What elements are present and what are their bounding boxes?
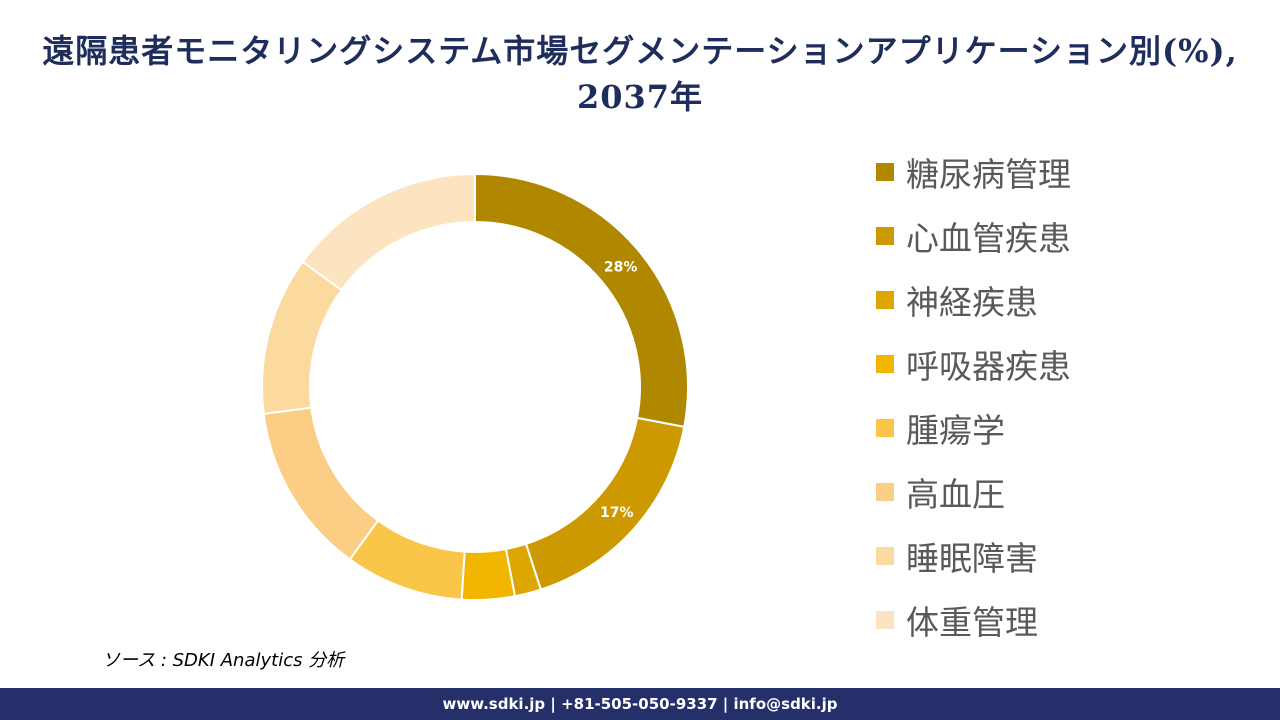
donut-slice-6	[262, 406, 380, 561]
legend-label-6: 高血圧	[906, 475, 1005, 514]
legend-item-8: 体重管理	[876, 588, 1256, 652]
legend-swatch-5	[876, 419, 894, 437]
legend-item-6: 高血圧	[876, 460, 1256, 524]
legend-item-4: 呼吸器疾患	[876, 332, 1256, 396]
legend-swatch-7	[876, 547, 894, 565]
legend-label-4: 呼吸器疾患	[906, 347, 1071, 386]
donut-slice-4	[460, 547, 517, 601]
legend-label-2: 心血管疾患	[906, 219, 1071, 258]
legend-label-7: 睡眠障害	[906, 539, 1038, 578]
legend-swatch-1	[876, 163, 894, 181]
slice-data-label-2: 17%	[600, 505, 634, 521]
donut-slice-1	[474, 172, 689, 429]
legend-label-8: 体重管理	[906, 603, 1038, 642]
legend-item-1: 糖尿病管理	[876, 140, 1256, 204]
legend-item-5: 腫瘍学	[876, 396, 1256, 460]
chart-title: 遠隔患者モニタリングシステム市場セグメンテーションアプリケーション別(%), 2…	[42, 32, 1238, 116]
donut-slice-8	[301, 172, 476, 292]
footer-bar: www.sdki.jp | +81-505-050-9337 | info@sd…	[0, 688, 1280, 720]
legend-label-1: 糖尿病管理	[906, 155, 1071, 194]
legend-swatch-4	[876, 355, 894, 373]
source-note: ソース : SDKI Analytics 分析	[102, 650, 345, 671]
legend-label-5: 腫瘍学	[906, 411, 1005, 450]
footer-contact: www.sdki.jp | +81-505-050-9337 | info@sd…	[442, 695, 838, 713]
legend-swatch-3	[876, 291, 894, 309]
slice-data-label-1: 28%	[604, 260, 638, 276]
legend-swatch-6	[876, 483, 894, 501]
donut-slice-7	[261, 260, 343, 415]
legend-item-2: 心血管疾患	[876, 204, 1256, 268]
donut-slice-2	[524, 416, 686, 591]
legend-item-3: 神経疾患	[876, 268, 1256, 332]
legend-item-7: 睡眠障害	[876, 524, 1256, 588]
legend-label-3: 神経疾患	[906, 283, 1038, 322]
chart-legend: 糖尿病管理心血管疾患神経疾患呼吸器疾患腫瘍学高血圧睡眠障害体重管理	[876, 140, 1256, 652]
legend-swatch-8	[876, 611, 894, 629]
legend-swatch-2	[876, 227, 894, 245]
